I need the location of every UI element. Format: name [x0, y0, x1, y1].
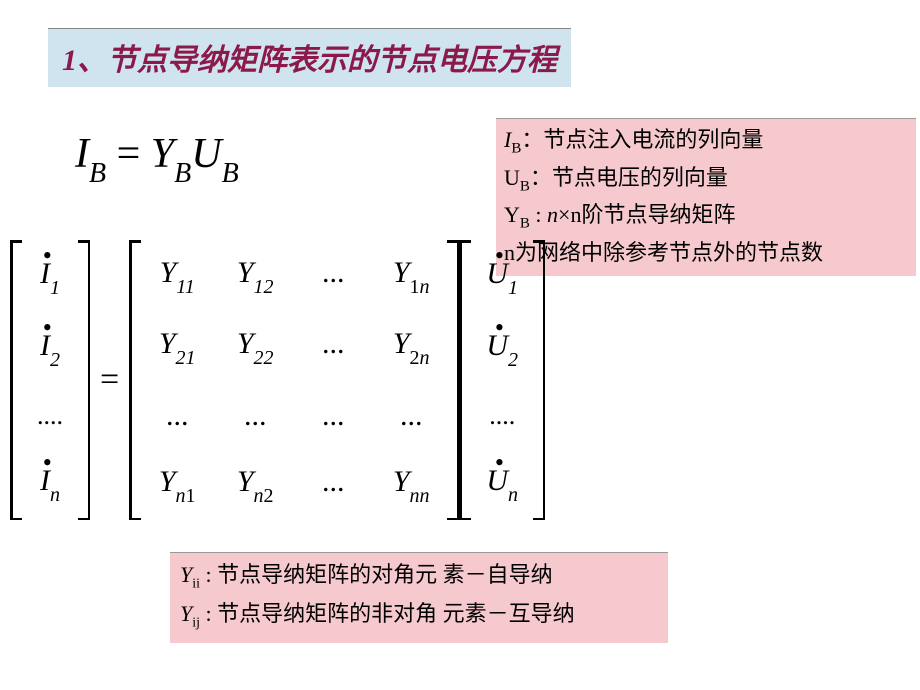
sub-IB: B: [511, 140, 521, 156]
Y11: Y11: [149, 256, 205, 295]
Yn2: Yn2: [227, 465, 283, 504]
bracket-left-Y: [129, 240, 143, 520]
main-equation: IB = YBUB: [75, 130, 239, 184]
Yd2: ...: [227, 399, 283, 433]
sep3: :: [530, 202, 547, 227]
Yd3: ...: [305, 399, 361, 433]
Y2d: ...: [305, 327, 361, 366]
sub-ij: ij: [192, 615, 200, 630]
sub-B-2: B: [174, 158, 191, 189]
Y22: Y22: [227, 327, 283, 366]
legend-row-Yij: Yij : 节点导纳矩阵的非对角 元素－互导纳: [180, 596, 658, 635]
sym-Yij: Y: [180, 601, 192, 626]
text-yii: 节点导纳矩阵的对角元 素－自导纳: [217, 562, 553, 587]
sep1: ：: [521, 127, 543, 152]
Ynd: ...: [305, 465, 361, 504]
sym-Y: Y: [504, 202, 520, 227]
legend-yij: Yii : 节点导纳矩阵的对角元 素－自导纳 Yij : 节点导纳矩阵的非对角 …: [170, 552, 668, 643]
legend-row-IB: IB：节点注入电流的列向量: [504, 123, 908, 161]
U-dots: ....: [477, 403, 527, 429]
sub-ii: ii: [192, 576, 200, 591]
Yn1: Yn1: [149, 465, 205, 504]
sub-YB: B: [520, 216, 530, 232]
yrow-2: Y21 Y22 ... Y2n: [149, 327, 439, 366]
Un: •Un: [477, 466, 527, 501]
bracket-left-U: [459, 240, 473, 520]
Y21: Y21: [149, 327, 205, 366]
n2: n: [570, 202, 581, 227]
Y1d: ...: [305, 256, 361, 295]
sym-U: U: [504, 165, 520, 190]
legend-row-YB: YB : n×n阶节点导纳矩阵: [504, 198, 908, 236]
equals: =: [117, 131, 151, 177]
sub-UB: B: [520, 178, 530, 194]
Y12: Y12: [227, 256, 283, 295]
matrix-equation: •I1 •I2 .... •In = Y11 Y12 ... Y1n Y21 Y…: [10, 240, 545, 520]
text-yij: 节点导纳矩阵的非对角 元素－互导纳: [217, 601, 575, 626]
matrix-Y: Y11 Y12 ... Y1n Y21 Y22 ... Y2n ... ... …: [143, 240, 445, 520]
legend-row-Yii: Yii : 节点导纳矩阵的对角元 素－自导纳: [180, 557, 658, 596]
legend-row-n: n为网络中除参考节点外的节点数: [504, 236, 908, 270]
Y2n: Y2n: [383, 327, 439, 366]
sep-yii: :: [200, 562, 217, 587]
sym-Yii: Y: [180, 562, 192, 587]
bracket-right-Y: [445, 240, 459, 520]
vector-U: •U1 •U2 .... •Un: [473, 240, 531, 520]
Y1n: Y1n: [383, 256, 439, 295]
text-IB: 节点注入电流的列向量: [543, 127, 763, 152]
sep-yij: :: [200, 601, 217, 626]
I2: •I2: [28, 331, 72, 366]
I-dots: ....: [28, 403, 72, 429]
matrix-equals: =: [90, 361, 129, 399]
n1: n: [547, 202, 558, 227]
bracket-left-I: [10, 240, 24, 520]
sub-B-1: B: [89, 158, 106, 189]
var-U: U: [191, 131, 221, 177]
Ynn: Ynn: [383, 465, 439, 504]
legend-definitions: IB：节点注入电流的列向量 UB：节点电压的列向量 YB : n×n阶节点导纳矩…: [496, 118, 916, 276]
var-Y: Y: [151, 131, 174, 177]
sub-B-3: B: [222, 158, 239, 189]
sep2: ：: [530, 165, 552, 190]
section-title: 1、节点导纳矩阵表示的节点电压方程: [48, 28, 571, 87]
text-UB: 节点电压的列向量: [552, 165, 728, 190]
text-n: n为网络中除参考节点外的节点数: [504, 240, 823, 265]
times: ×: [558, 202, 570, 227]
Yd1: ...: [149, 399, 205, 433]
bracket-right-I: [76, 240, 90, 520]
bracket-right-U: [531, 240, 545, 520]
var-I: I: [75, 131, 89, 177]
text-YB: 阶节点导纳矩阵: [581, 202, 735, 227]
yrow-3: ... ... ... ...: [149, 399, 439, 433]
U2: •U2: [477, 331, 527, 366]
U1: •U1: [477, 259, 527, 294]
yrow-1: Y11 Y12 ... Y1n: [149, 256, 439, 295]
Yd4: ...: [383, 399, 439, 433]
legend-row-UB: UB：节点电压的列向量: [504, 161, 908, 199]
In: •In: [28, 466, 72, 501]
vector-I: •I1 •I2 .... •In: [24, 240, 76, 520]
I1: •I1: [28, 259, 72, 294]
yrow-4: Yn1 Yn2 ... Ynn: [149, 465, 439, 504]
